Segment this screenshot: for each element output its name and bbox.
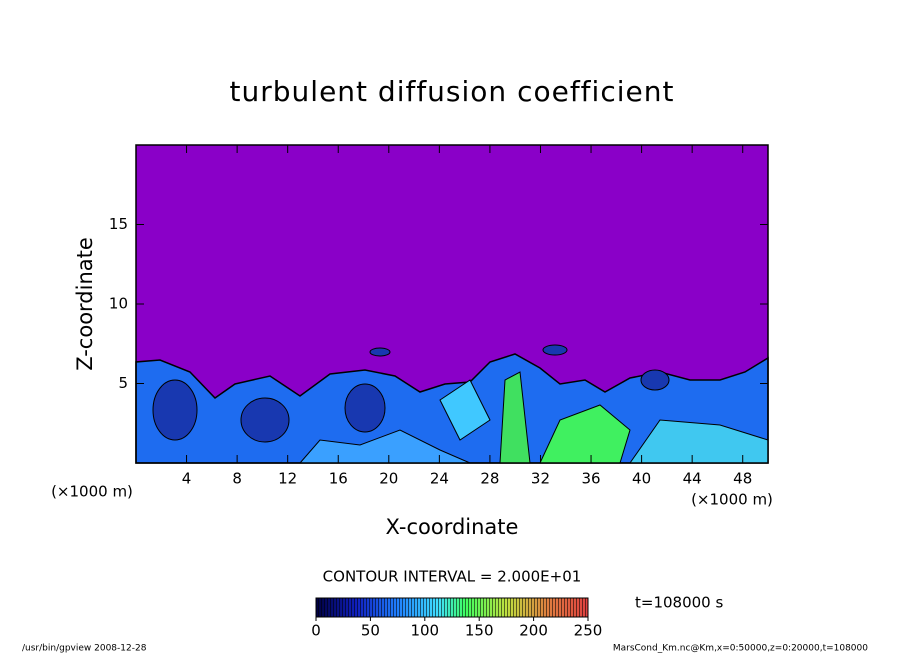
y-tick-label: 5: [118, 374, 128, 392]
y-axis-label: Z-coordinate: [73, 237, 97, 371]
contour-interval: CONTOUR INTERVAL = 2.000E+01: [323, 568, 582, 586]
x-tick-label: 40: [632, 470, 651, 488]
colorbar-tick-label: 150: [465, 622, 494, 640]
x-tick-label: 8: [232, 470, 242, 488]
colorbar-tick-label: 200: [519, 622, 548, 640]
x-tick-label: 4: [182, 470, 192, 488]
time-label: t=108000 s: [635, 594, 723, 612]
x-unit: (×1000 m): [51, 483, 133, 501]
x-tick-label: 36: [581, 470, 600, 488]
x-tick-label: 48: [733, 470, 752, 488]
field: [135, 145, 769, 464]
y-tick-label: 10: [109, 295, 128, 313]
x-tick-label: 16: [329, 470, 348, 488]
x-tick-label: 12: [278, 470, 297, 488]
colorbar-tick-label: 0: [311, 622, 321, 640]
footer-right: MarsCond_Km.nc@Km,x=0:50000,z=0:20000,t=…: [613, 644, 868, 654]
x-tick-label: 24: [430, 470, 449, 488]
x-tick-label: 28: [480, 470, 499, 488]
colorbar-tick-label: 250: [574, 622, 603, 640]
footer-left: /usr/bin/gpview 2008-12-28: [22, 644, 147, 654]
colorbar-tick-label: 50: [361, 622, 380, 640]
x-tick-label: 32: [531, 470, 550, 488]
x-tick-label: 44: [683, 470, 702, 488]
chart-title: turbulent diffusion coefficient: [230, 75, 675, 108]
x-tick-label: 20: [379, 470, 398, 488]
x-axis-label: X-coordinate: [386, 515, 519, 539]
colorbar-frame: [315, 597, 589, 618]
y-tick-label: 15: [109, 215, 128, 233]
colorbar-tick-label: 100: [410, 622, 439, 640]
x-unit: (×1000 m): [691, 491, 773, 509]
